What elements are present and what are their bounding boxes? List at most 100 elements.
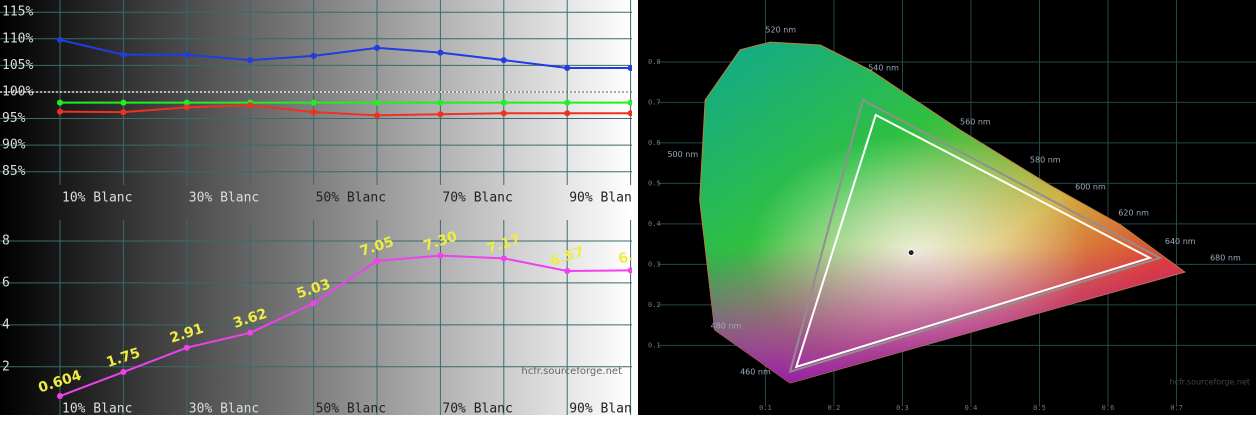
data-point <box>437 252 444 259</box>
data-point <box>310 109 317 116</box>
data-point <box>500 57 507 64</box>
data-point <box>120 109 127 116</box>
series-line <box>59 38 631 70</box>
watermark: hcfr.sourceforge.net <box>1170 378 1250 387</box>
data-point <box>247 57 254 64</box>
data-point <box>627 65 632 72</box>
y-tick-label: 85% <box>2 164 26 179</box>
data-point <box>374 112 380 119</box>
data-point <box>183 51 190 58</box>
data-point <box>564 267 571 274</box>
data-point <box>564 65 571 72</box>
data-point <box>120 51 127 58</box>
wavelength-label: 540 nm <box>868 64 899 73</box>
wavelength-label: 460 nm <box>740 368 771 377</box>
x-tick-label: 0.1 <box>759 404 772 412</box>
data-point <box>183 104 190 111</box>
data-point <box>437 111 444 118</box>
wavelength-label: 520 nm <box>765 25 796 34</box>
data-point <box>437 99 444 106</box>
y-tick-label: 4 <box>2 317 10 332</box>
wavelength-label: 480 nm <box>711 321 742 330</box>
x-tick-label: 0.7 <box>1170 404 1183 412</box>
wavelength-label: 640 nm <box>1165 237 1196 246</box>
y-tick-label: 115% <box>2 5 33 20</box>
white-point <box>907 249 915 257</box>
wavelength-label: 560 nm <box>960 117 991 126</box>
wavelength-label: 680 nm <box>1210 253 1241 262</box>
data-point <box>247 102 254 109</box>
y-tick-label: 0.1 <box>648 341 661 349</box>
y-tick-label: 105% <box>2 58 33 73</box>
x-tick-label: 0.3 <box>896 404 909 412</box>
y-tick-label: 0.3 <box>648 260 661 268</box>
data-point <box>310 52 317 59</box>
x-tick-label: 70% Blanc <box>442 191 512 206</box>
gamut-triangle <box>788 98 1163 374</box>
data-point <box>627 267 632 274</box>
data-point <box>500 99 507 106</box>
data-point <box>437 49 444 56</box>
y-tick-label: 90% <box>2 138 26 153</box>
x-tick-label: 50% Blanc <box>316 402 386 417</box>
data-point <box>183 344 190 351</box>
series-line <box>59 254 631 397</box>
x-tick-label: 50% Blanc <box>316 191 386 206</box>
y-tick-label: 6 <box>2 275 10 290</box>
data-point <box>57 108 63 115</box>
x-tick-label: 90% Blanc <box>569 191 639 206</box>
series-line <box>59 104 631 117</box>
wavelength-label: 620 nm <box>1118 208 1149 217</box>
y-tick-label: 95% <box>2 111 26 126</box>
data-label: 6.6 <box>616 245 645 268</box>
y-tick-label: 0.8 <box>648 58 661 66</box>
data-point <box>310 300 317 307</box>
x-tick-label: 90% Blanc <box>569 402 639 417</box>
x-tick-label: 0.5 <box>1033 404 1046 412</box>
data-point <box>57 393 63 400</box>
data-point <box>564 110 571 117</box>
data-point <box>183 99 190 106</box>
x-tick-label: 30% Blanc <box>189 402 259 417</box>
data-point <box>627 110 632 117</box>
y-tick-label: 8 <box>2 233 10 248</box>
data-point <box>57 99 63 106</box>
data-point <box>627 99 632 106</box>
data-point <box>120 99 127 106</box>
watermark: hcfr.sourceforge.net <box>521 366 622 377</box>
data-point <box>374 99 380 106</box>
x-tick-label: 70% Blanc <box>442 402 512 417</box>
y-tick-label: 0.4 <box>648 220 661 228</box>
y-tick-label: 110% <box>2 31 33 46</box>
x-tick-label: 30% Blanc <box>189 191 259 206</box>
data-point <box>57 36 63 43</box>
left-panel: 85%90%95%100%105%110%115%10% Blanc 30% Bl… <box>0 0 645 417</box>
gamut-triangle <box>794 113 1153 369</box>
x-tick-label: 0.2 <box>828 404 841 412</box>
x-tick-label: 10% Blanc <box>62 402 132 417</box>
data-point <box>500 110 507 117</box>
y-tick-label: 0.2 <box>648 301 661 309</box>
y-tick-label: 0.7 <box>648 98 661 106</box>
data-point <box>564 99 571 106</box>
label-strip <box>0 186 632 212</box>
y-tick-label: 0.6 <box>648 139 661 147</box>
data-point <box>500 255 507 262</box>
wavelength-label: 600 nm <box>1075 183 1106 192</box>
y-tick-label: 2 <box>2 359 10 374</box>
x-tick-label: 0.4 <box>965 404 978 412</box>
data-point <box>374 257 380 264</box>
x-tick-label: 0.6 <box>1102 404 1115 412</box>
wavelength-label: 500 nm <box>667 150 698 159</box>
wavelength-label: 580 nm <box>1030 155 1061 164</box>
data-point <box>374 44 380 51</box>
data-point <box>310 99 317 106</box>
data-point <box>247 329 254 336</box>
x-tick-label: 10% Blanc <box>62 191 132 206</box>
right-panel: 0.1 0.2 0.3 0.4 0.5 0.6 0.7 0.1 0.2 0.3 0.4 0.5 0.6 0… <box>648 0 1256 412</box>
y-tick-label: 0.5 <box>648 179 661 187</box>
locus-purple <box>699 42 1185 384</box>
data-point <box>120 369 127 376</box>
